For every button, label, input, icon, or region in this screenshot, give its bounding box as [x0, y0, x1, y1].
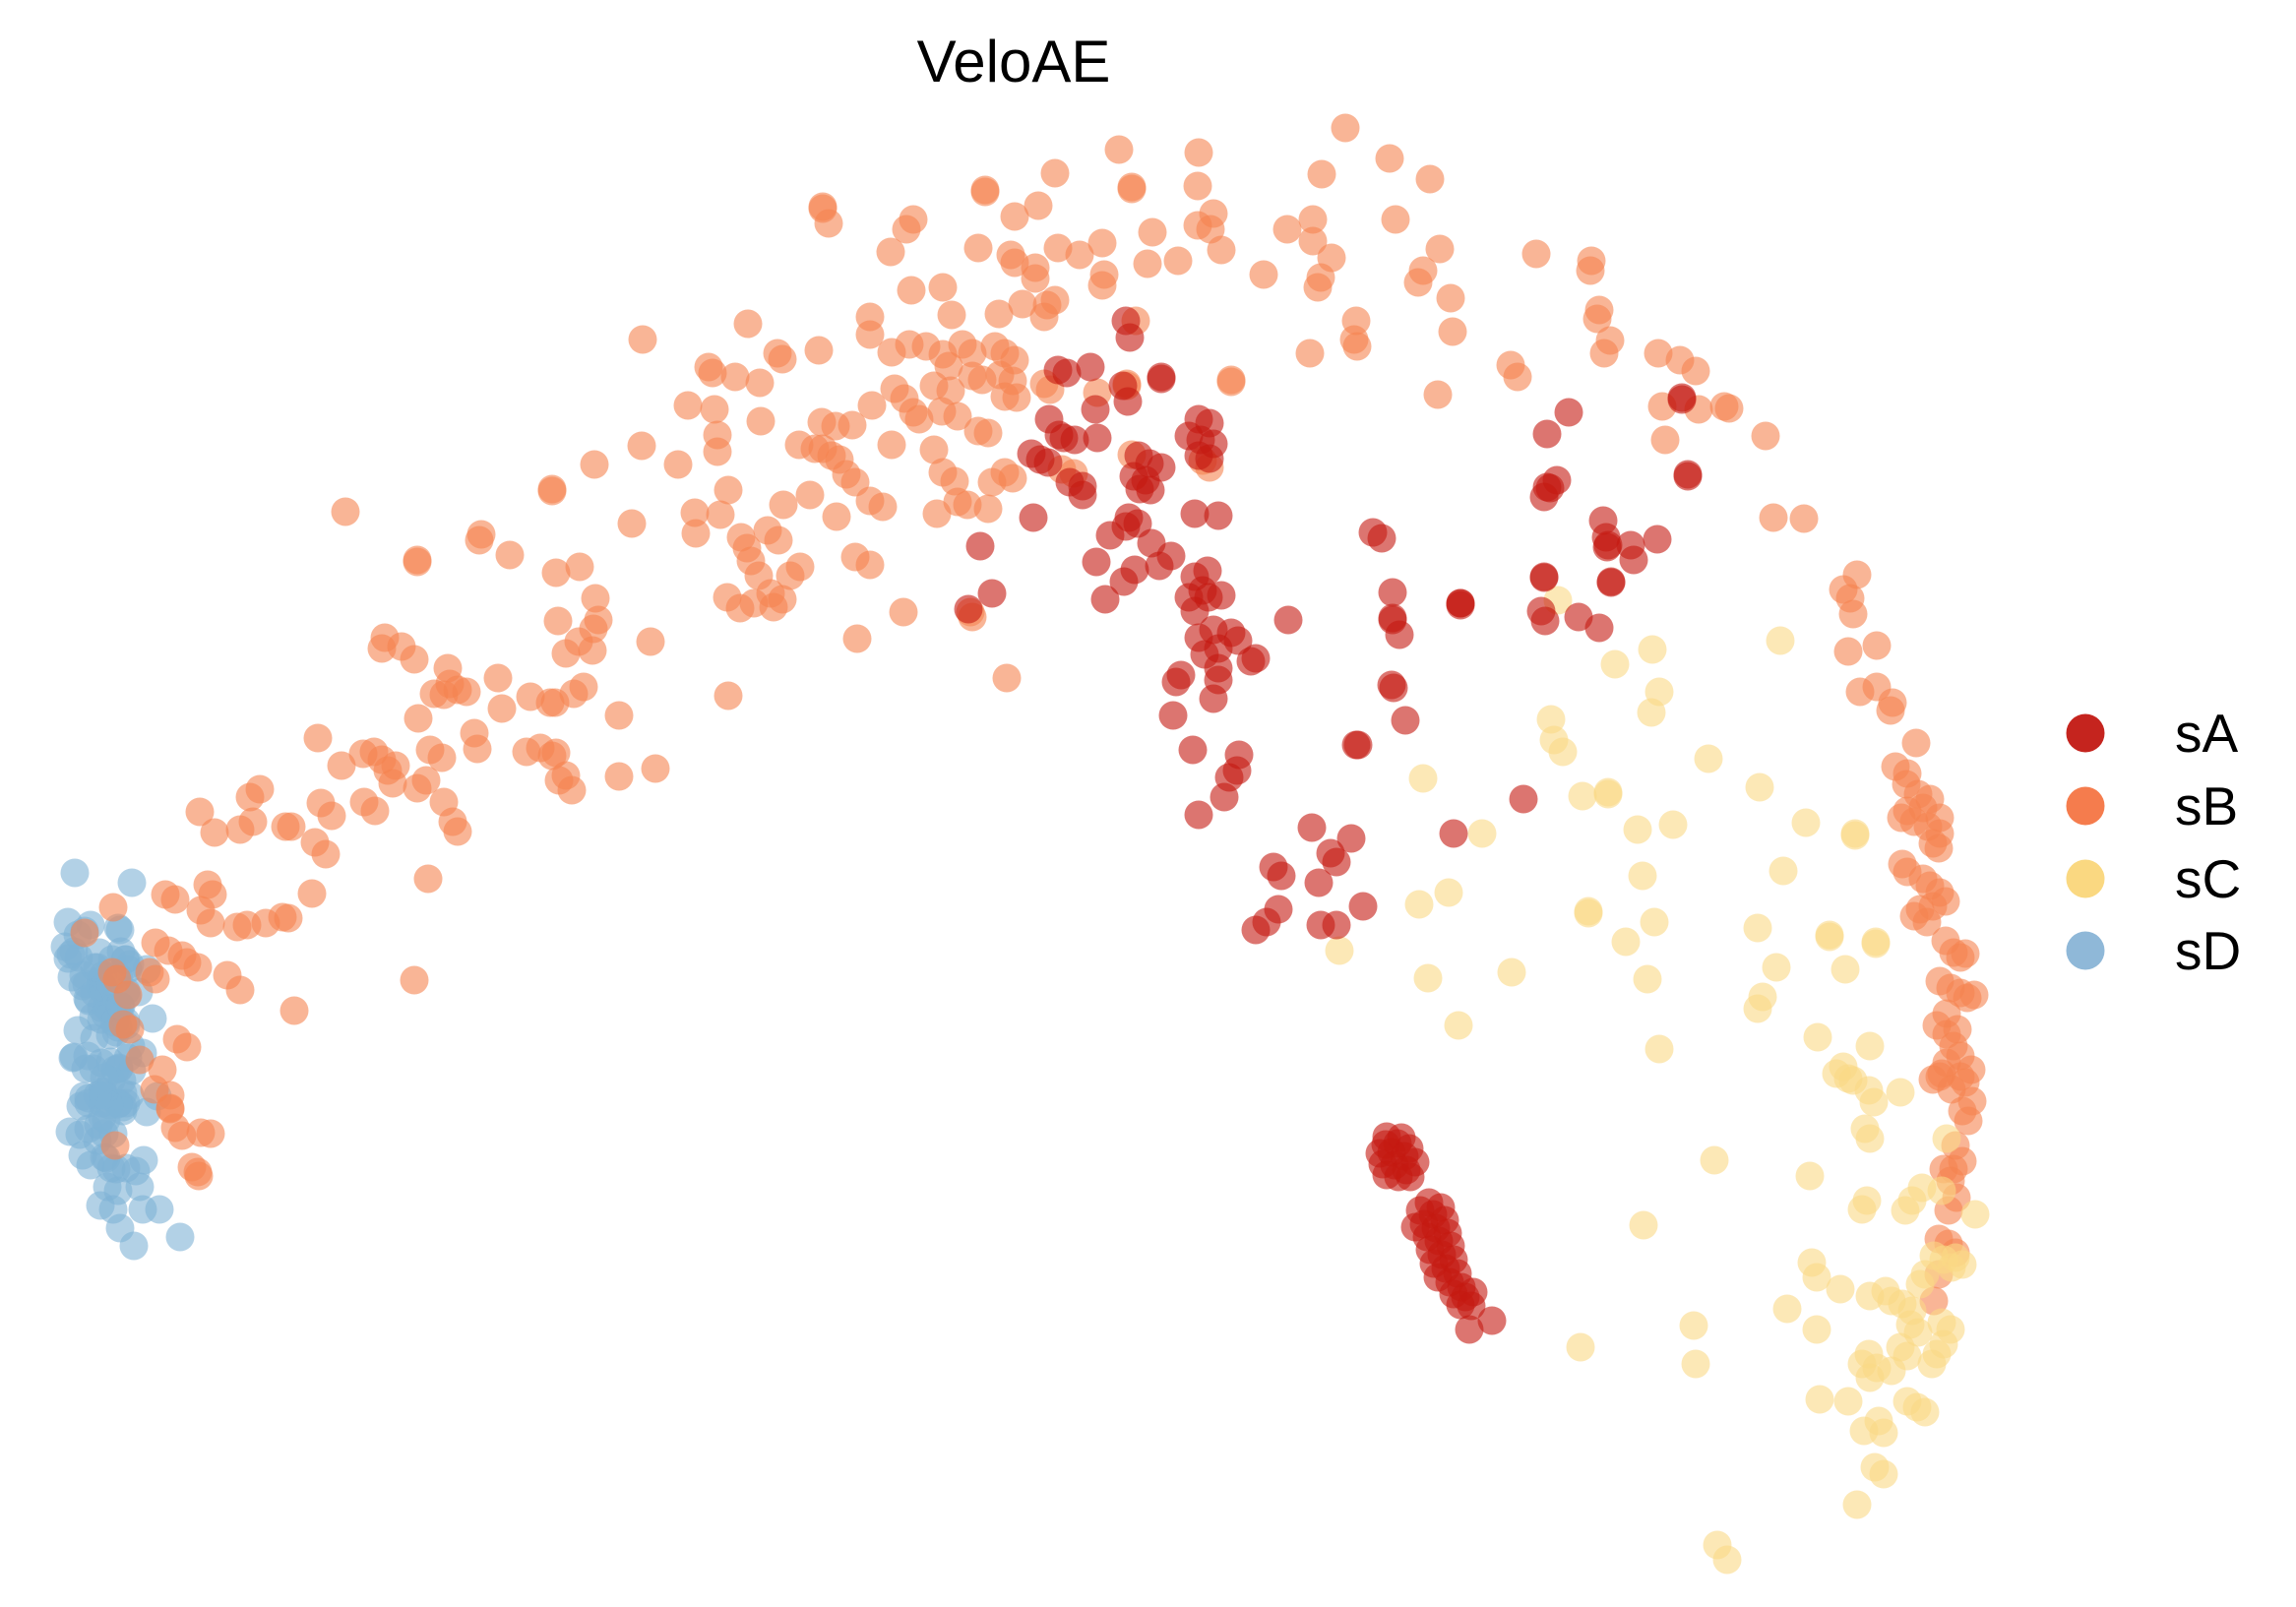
svg-text:sD: sD: [2175, 920, 2241, 981]
svg-text:VeloAE: VeloAE: [917, 29, 1111, 94]
svg-text:sC: sC: [2175, 848, 2241, 909]
svg-text:sA: sA: [2175, 703, 2239, 764]
svg-text:sB: sB: [2175, 775, 2238, 836]
